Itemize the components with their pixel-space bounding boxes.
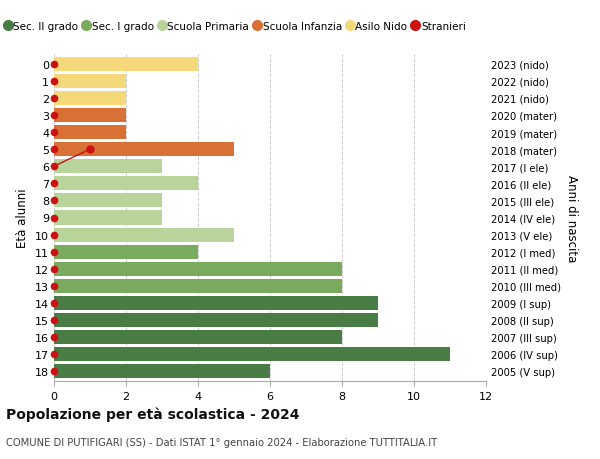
Bar [54,126,126,140]
Legend: Sec. II grado, Sec. I grado, Scuola Primaria, Scuola Infanzia, Asilo Nido, Stran: Sec. II grado, Sec. I grado, Scuola Prim… [1,18,470,36]
Bar [54,177,198,191]
Text: COMUNE DI PUTIFIGARI (SS) - Dati ISTAT 1° gennaio 2024 - Elaborazione TUTTITALIA: COMUNE DI PUTIFIGARI (SS) - Dati ISTAT 1… [6,437,437,447]
Bar [54,330,342,344]
Bar [54,160,162,174]
Bar [54,92,126,106]
Bar [54,194,162,208]
Bar [54,211,162,225]
Y-axis label: Anni di nascita: Anni di nascita [565,174,578,262]
Bar [54,262,342,276]
Bar [54,364,270,379]
Y-axis label: Età alunni: Età alunni [16,188,29,248]
Bar [54,313,378,327]
Bar [54,245,198,259]
Bar [54,347,450,362]
Bar [54,74,126,89]
Text: Popolazione per età scolastica - 2024: Popolazione per età scolastica - 2024 [6,406,299,421]
Bar [54,297,378,310]
Bar [54,109,126,123]
Bar [54,279,342,293]
Bar [54,57,198,72]
Bar [54,228,234,242]
Bar [54,143,234,157]
